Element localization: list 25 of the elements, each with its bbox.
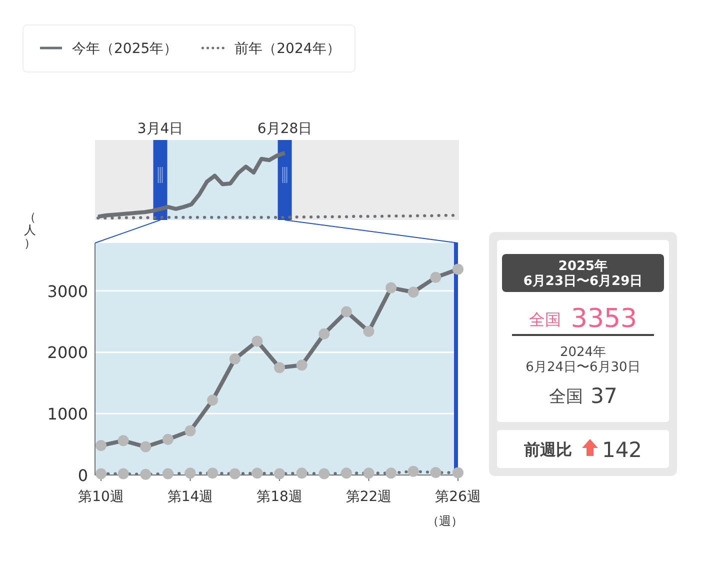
x-tick-label: 第22週 — [346, 489, 392, 505]
legend-label: 今年（2025年） — [72, 41, 178, 57]
x-tick-label: 3月4日 — [137, 121, 184, 137]
text: 142 — [602, 438, 642, 462]
y-tick-label: 1000 — [47, 404, 88, 424]
x-tick-label: 第18週 — [256, 489, 302, 505]
x-tick-label: 第14週 — [167, 489, 214, 505]
y-tick-label: 3000 — [47, 282, 88, 301]
x-tick-label: 6月28日 — [257, 121, 312, 137]
y-tick-label: 2000 — [47, 343, 88, 362]
text: 6月24日〜6月30日 — [526, 360, 640, 375]
x-tick-label: 第10週 — [78, 489, 124, 505]
text: 全国 — [529, 310, 561, 329]
text: 2025年 — [558, 259, 608, 274]
text: 3353 — [570, 304, 638, 334]
legend-label: 前年（2024年） — [234, 41, 340, 57]
y-tick-label: 0 — [78, 466, 88, 485]
text: 37 — [590, 384, 618, 408]
text: 2024年 — [560, 345, 606, 360]
x-axis-title: （週） — [427, 514, 463, 528]
x-tick-label: 第26週 — [435, 489, 481, 505]
text: 全国 — [549, 387, 583, 407]
text: 6月23日〜6月29日 — [523, 274, 643, 289]
text: 前週比 — [523, 440, 572, 459]
y-axis-title: （人） — [24, 210, 36, 250]
